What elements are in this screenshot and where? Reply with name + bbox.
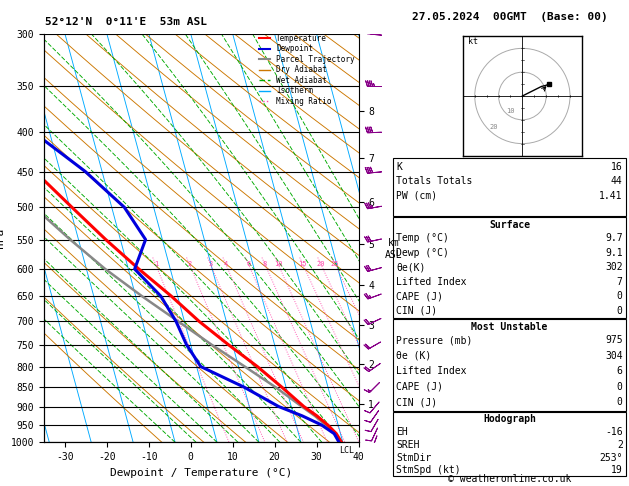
Text: Lifted Index: Lifted Index	[396, 277, 467, 287]
Text: Pressure (mb): Pressure (mb)	[396, 335, 472, 345]
Text: CIN (J): CIN (J)	[396, 398, 437, 407]
Text: 15: 15	[299, 261, 307, 267]
Text: Lifted Index: Lifted Index	[396, 366, 467, 376]
Text: Surface: Surface	[489, 220, 530, 230]
Text: Temp (°C): Temp (°C)	[396, 233, 449, 243]
Text: StmDir: StmDir	[396, 452, 431, 463]
Text: StmSpd (kt): StmSpd (kt)	[396, 466, 461, 475]
Text: 0: 0	[617, 306, 623, 316]
Text: 16: 16	[611, 161, 623, 172]
Text: -16: -16	[605, 427, 623, 437]
Y-axis label: km
ASL: km ASL	[385, 238, 403, 260]
Text: 8: 8	[263, 261, 267, 267]
Text: 302: 302	[605, 262, 623, 272]
Text: 27.05.2024  00GMT  (Base: 00): 27.05.2024 00GMT (Base: 00)	[411, 12, 608, 22]
Text: CAPE (J): CAPE (J)	[396, 292, 443, 301]
Text: 0: 0	[617, 292, 623, 301]
Text: K: K	[396, 161, 402, 172]
Text: Most Unstable: Most Unstable	[471, 322, 548, 332]
Text: LCL: LCL	[339, 446, 354, 455]
Text: 20: 20	[316, 261, 325, 267]
Text: Hodograph: Hodograph	[483, 414, 536, 424]
Text: 975: 975	[605, 335, 623, 345]
Text: SREH: SREH	[396, 440, 420, 450]
Text: 10: 10	[506, 108, 515, 114]
Text: EH: EH	[396, 427, 408, 437]
Text: 304: 304	[605, 351, 623, 361]
Text: 0: 0	[617, 382, 623, 392]
Text: kt: kt	[467, 36, 477, 46]
Text: 1: 1	[153, 261, 158, 267]
Text: 6: 6	[617, 366, 623, 376]
Text: 253°: 253°	[599, 452, 623, 463]
Y-axis label: hPa: hPa	[0, 228, 5, 248]
Text: CAPE (J): CAPE (J)	[396, 382, 443, 392]
Text: 6: 6	[247, 261, 251, 267]
Text: 2: 2	[187, 261, 192, 267]
Legend: Temperature, Dewpoint, Parcel Trajectory, Dry Adiabat, Wet Adiabat, Isotherm, Mi: Temperature, Dewpoint, Parcel Trajectory…	[259, 34, 355, 106]
Text: θe(K): θe(K)	[396, 262, 426, 272]
Text: 9.7: 9.7	[605, 233, 623, 243]
Text: 9.1: 9.1	[605, 248, 623, 258]
Text: 4: 4	[224, 261, 228, 267]
Text: 25: 25	[331, 261, 340, 267]
Text: 7: 7	[617, 277, 623, 287]
Text: 10: 10	[274, 261, 282, 267]
X-axis label: Dewpoint / Temperature (°C): Dewpoint / Temperature (°C)	[110, 468, 292, 478]
Text: 2: 2	[617, 440, 623, 450]
Text: 0: 0	[617, 398, 623, 407]
Text: θe (K): θe (K)	[396, 351, 431, 361]
Text: CIN (J): CIN (J)	[396, 306, 437, 316]
Text: 1.41: 1.41	[599, 191, 623, 201]
Text: 20: 20	[489, 124, 498, 130]
Text: PW (cm): PW (cm)	[396, 191, 437, 201]
Text: 52°12'N  0°11'E  53m ASL: 52°12'N 0°11'E 53m ASL	[45, 17, 207, 27]
Text: © weatheronline.co.uk: © weatheronline.co.uk	[448, 473, 571, 484]
Text: 3: 3	[209, 261, 213, 267]
Text: 19: 19	[611, 466, 623, 475]
Text: Totals Totals: Totals Totals	[396, 176, 472, 186]
Text: Dewp (°C): Dewp (°C)	[396, 248, 449, 258]
Text: 44: 44	[611, 176, 623, 186]
